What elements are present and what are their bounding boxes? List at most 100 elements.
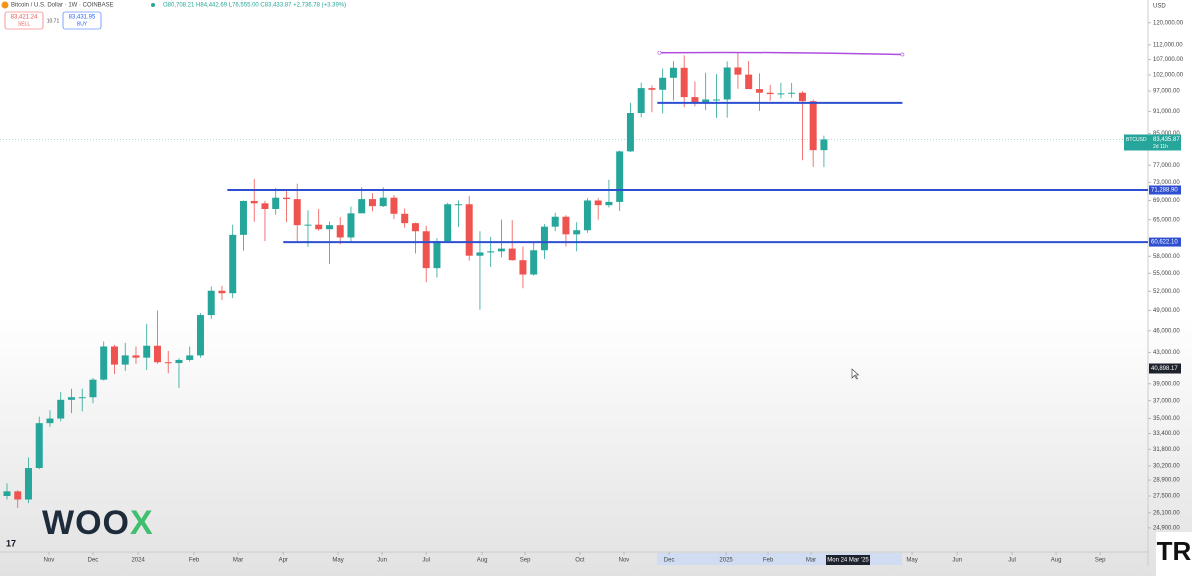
last-price-symbol: BTCUSD (1126, 137, 1147, 143)
trend-handle (900, 52, 905, 57)
tv-logo: 17 (6, 538, 16, 548)
candle-body (766, 92, 774, 95)
candle-body (239, 200, 247, 235)
date-label: Mon 24 Mar '25 (827, 558, 869, 564)
price-label: 71,288.90 (1151, 188, 1178, 194)
sell-label: SELL (18, 21, 30, 27)
candle-body (508, 248, 516, 261)
candle-body (358, 199, 366, 214)
brand-logo: TR (1157, 536, 1192, 566)
last-price-box (1124, 134, 1181, 151)
candle-body (433, 241, 441, 269)
sell-price: 83,421.24 (11, 15, 38, 21)
candle-body (196, 315, 204, 356)
trend-line (659, 51, 903, 56)
x-tick-label: 2024 (131, 558, 145, 564)
x-tick-label: 2025 (719, 558, 733, 564)
y-tick-label: 46,000.00 (1153, 328, 1180, 334)
x-tick-label: Apr (279, 558, 288, 564)
spread: 10.71 (47, 18, 60, 24)
candle-body (14, 491, 22, 500)
candle-body (336, 225, 344, 238)
x-tick-label: Aug (477, 558, 488, 564)
candle-body (401, 213, 409, 224)
x-tick-label: Nov (44, 558, 55, 564)
x-tick-label: Jun (952, 558, 962, 564)
y-tick-label: 30,200.00 (1153, 463, 1180, 469)
candle-body (616, 151, 624, 202)
candle-body (530, 250, 538, 275)
x-tick-label: Feb (189, 558, 200, 564)
candle-body (153, 345, 161, 363)
candle-body (734, 67, 742, 75)
buy-button[interactable] (62, 11, 102, 30)
x-tick-label: Dec (664, 558, 675, 564)
x-tick-label: Sep (1095, 558, 1106, 564)
candle-body (35, 423, 43, 469)
candle-body (680, 67, 688, 98)
candle-body (100, 346, 108, 380)
candle-body (637, 88, 645, 114)
x-tick-label: Oct (575, 558, 585, 564)
candle-body (809, 101, 817, 151)
candle-body (669, 67, 677, 78)
currency: USD (1153, 4, 1166, 10)
y-tick-label: 49,000.00 (1153, 308, 1180, 314)
sell-button[interactable] (4, 11, 44, 30)
x-tick-label: Nov (619, 558, 630, 564)
y-tick-label: 58,000.00 (1153, 254, 1180, 260)
x-tick-label: May (332, 558, 343, 564)
candle-body (723, 67, 731, 100)
x-tick-label: Mar (806, 558, 816, 564)
y-tick-label: 85,000.00 (1153, 131, 1180, 137)
y-tick-label: 77,000.00 (1153, 163, 1180, 169)
buy-price: 83,431.95 (69, 15, 96, 21)
candle-body (282, 197, 290, 200)
y-tick-label: 26,100.00 (1153, 510, 1180, 516)
cursor (851, 368, 860, 380)
x-tick-label: Jul (1008, 558, 1016, 564)
candle-body (132, 355, 140, 358)
candle-body (175, 359, 183, 364)
candle-body (788, 92, 796, 94)
price-label-box (1149, 185, 1181, 195)
candle-body (411, 223, 419, 232)
candle-body (347, 213, 355, 238)
y-tick-label: 65,000.00 (1153, 217, 1180, 223)
candle-body (24, 468, 32, 500)
y-tick-label: 73,000.00 (1153, 180, 1180, 186)
candle-body (540, 226, 548, 251)
candle-body (798, 92, 806, 102)
candle-body (648, 88, 656, 90)
last-price-label: 83,435.87 (1153, 137, 1180, 143)
candle-body (57, 399, 65, 419)
candle-body (465, 204, 473, 256)
candle-body (272, 197, 280, 209)
candle-body (218, 290, 226, 294)
candle-body (315, 224, 323, 230)
candle-body (250, 200, 258, 204)
candle-body (659, 77, 667, 90)
y-tick-label: 102,000.00 (1153, 73, 1184, 79)
candle-body (777, 93, 785, 95)
x-tick-label: Jun (377, 558, 387, 564)
y-tick-label: 28,900.00 (1153, 478, 1180, 484)
x-tick-label: Dec (88, 558, 99, 564)
brand-box (1156, 532, 1192, 576)
candle-body (46, 418, 54, 424)
candle-body (89, 379, 97, 398)
watermark: WOOX (42, 504, 154, 542)
candle-body (605, 201, 613, 206)
candle-body (368, 199, 376, 207)
x-tick-label: Aug (1051, 558, 1062, 564)
candle-body (390, 197, 398, 214)
candle-body (67, 397, 75, 400)
candle-body (519, 260, 527, 275)
candle-body (702, 99, 710, 103)
candle-body (379, 197, 387, 207)
candle-body (594, 200, 602, 206)
candle-body (691, 97, 699, 103)
y-tick-label: 35,000.00 (1153, 416, 1180, 422)
candle-body (121, 355, 129, 365)
candle-body (573, 230, 581, 235)
